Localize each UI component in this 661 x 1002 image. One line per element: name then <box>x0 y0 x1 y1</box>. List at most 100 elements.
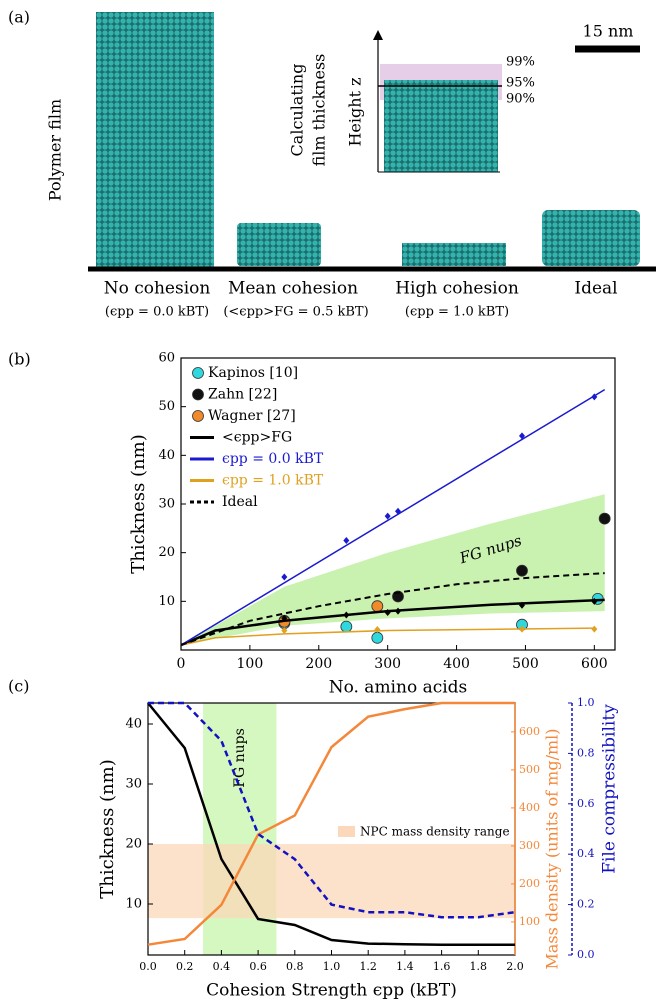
data-point <box>384 609 391 617</box>
y3-tick-label: 0.0 <box>577 948 595 961</box>
y3-axis-label: File compressibility <box>600 704 620 874</box>
data-point <box>281 573 288 581</box>
film-condition: (<ϵpp>FG = 0.5 kBT) <box>223 305 368 320</box>
data-point <box>598 512 611 525</box>
shaded-band <box>148 844 515 919</box>
y2-tick-label: 400 <box>519 801 540 814</box>
level-label: 90% <box>506 92 535 107</box>
band <box>181 494 605 646</box>
data-point <box>519 625 525 633</box>
band-label: FG nups <box>232 728 248 788</box>
x-tick-label: 1.8 <box>470 960 488 973</box>
film-image <box>384 80 498 172</box>
series-line <box>147 702 515 947</box>
y3-tick-label: 0.6 <box>577 797 595 810</box>
data-point <box>591 393 598 401</box>
film-image <box>542 210 640 266</box>
y3-tick-label: 0.2 <box>577 898 595 911</box>
series-line <box>180 598 605 647</box>
x-tick-label: 0.2 <box>176 960 194 973</box>
x-tick-label: 1.0 <box>323 960 341 973</box>
series-line <box>147 701 515 946</box>
x-tick-label: 0 <box>177 656 186 672</box>
x-tick-label: 400 <box>443 656 470 672</box>
x-axis-label: No. amino acids <box>329 678 468 698</box>
data-point <box>384 512 391 520</box>
data-point <box>281 614 288 622</box>
data-point <box>395 507 401 515</box>
film-name: Ideal <box>574 279 617 299</box>
legend-swatch <box>338 826 355 837</box>
level-label: 95% <box>506 76 535 91</box>
inset-title: film thickness <box>310 54 329 167</box>
legend-label: Wagner [27] <box>208 408 296 424</box>
scale-label: 15 nm <box>583 22 634 41</box>
series-line <box>180 572 605 647</box>
inset-axis-label: Height z <box>346 77 365 146</box>
y2-tick-label: 500 <box>519 763 540 776</box>
x-tick-label: 2.0 <box>506 960 524 973</box>
y-tick-label: 10 <box>158 594 175 609</box>
y-tick-label: 60 <box>158 351 175 366</box>
x-tick-label: 0.8 <box>286 960 304 973</box>
y3-tick-label: 1.0 <box>577 696 595 709</box>
x-tick-label: 0.4 <box>213 960 231 973</box>
x-tick-label: 1.6 <box>433 960 451 973</box>
y2-tick-label: 600 <box>519 725 540 738</box>
legend-label: <ϵpp>FG <box>222 430 292 446</box>
legend-label: ϵpp = 0.0 kBT <box>222 451 324 467</box>
film-image <box>402 243 506 266</box>
panel-label: (a) <box>8 8 30 27</box>
data-point <box>591 625 598 633</box>
data-point <box>591 597 598 605</box>
x-axis-label: Cohesion Strength ϵpp (kBT) <box>206 981 457 1001</box>
film-name: High cohesion <box>395 279 519 299</box>
panel-label: (b) <box>8 350 31 369</box>
y2-tick-label: 300 <box>519 839 540 852</box>
data-point <box>371 600 384 613</box>
x-tick-label: 100 <box>237 656 264 672</box>
y2-tick-label: 200 <box>519 877 540 890</box>
series-line <box>148 701 516 919</box>
legend-label: NPC mass density range <box>360 825 510 839</box>
y-tick-label: 20 <box>158 545 175 560</box>
legend-label: Kapinos [10] <box>208 365 298 381</box>
panel-label: (c) <box>8 677 29 696</box>
data-point <box>516 564 528 577</box>
y-tick-label: 50 <box>158 399 175 414</box>
legend-marker <box>192 410 204 422</box>
legend-label: Ideal <box>222 494 258 510</box>
x-tick-label: 0.6 <box>249 960 267 973</box>
data-point <box>343 537 350 544</box>
y-axis-label: Thickness (nm) <box>128 434 149 574</box>
series-line <box>180 388 606 646</box>
x-tick-label: 300 <box>374 656 401 672</box>
data-point <box>395 607 401 615</box>
y-tick-label: 20 <box>125 837 142 852</box>
x-tick-label: 600 <box>581 656 608 672</box>
panel-a: (a) Polymer film 15 nm Calculating film … <box>8 8 656 320</box>
x-tick-label: 1.2 <box>359 960 377 973</box>
data-point <box>343 611 350 619</box>
film-image <box>96 12 214 268</box>
y2-axis-label: Mass density (units of mg/ml) <box>543 729 562 970</box>
film-name: Mean cohesion <box>228 279 358 299</box>
data-point <box>519 601 525 609</box>
y-tick-label: 10 <box>125 897 142 912</box>
y-axis-label: Thickness (nm) <box>97 759 118 899</box>
film-image <box>237 223 321 266</box>
data-point <box>371 631 384 644</box>
inset-title: Calculating <box>288 64 307 157</box>
film-condition: (ϵpp = 0.0 kBT) <box>105 305 209 320</box>
y-tick-label: 40 <box>158 448 175 463</box>
y2-tick-label: 100 <box>519 915 540 928</box>
y-tick-label: 30 <box>158 497 175 512</box>
data-point <box>519 432 525 440</box>
y-tick-label: 40 <box>125 717 142 732</box>
y-tick-label: 30 <box>125 777 142 792</box>
x-tick-label: 500 <box>512 656 539 672</box>
legend-label: ϵpp = 1.0 kBT <box>222 473 324 489</box>
x-tick-label: 200 <box>305 656 332 672</box>
data-point <box>374 626 381 634</box>
